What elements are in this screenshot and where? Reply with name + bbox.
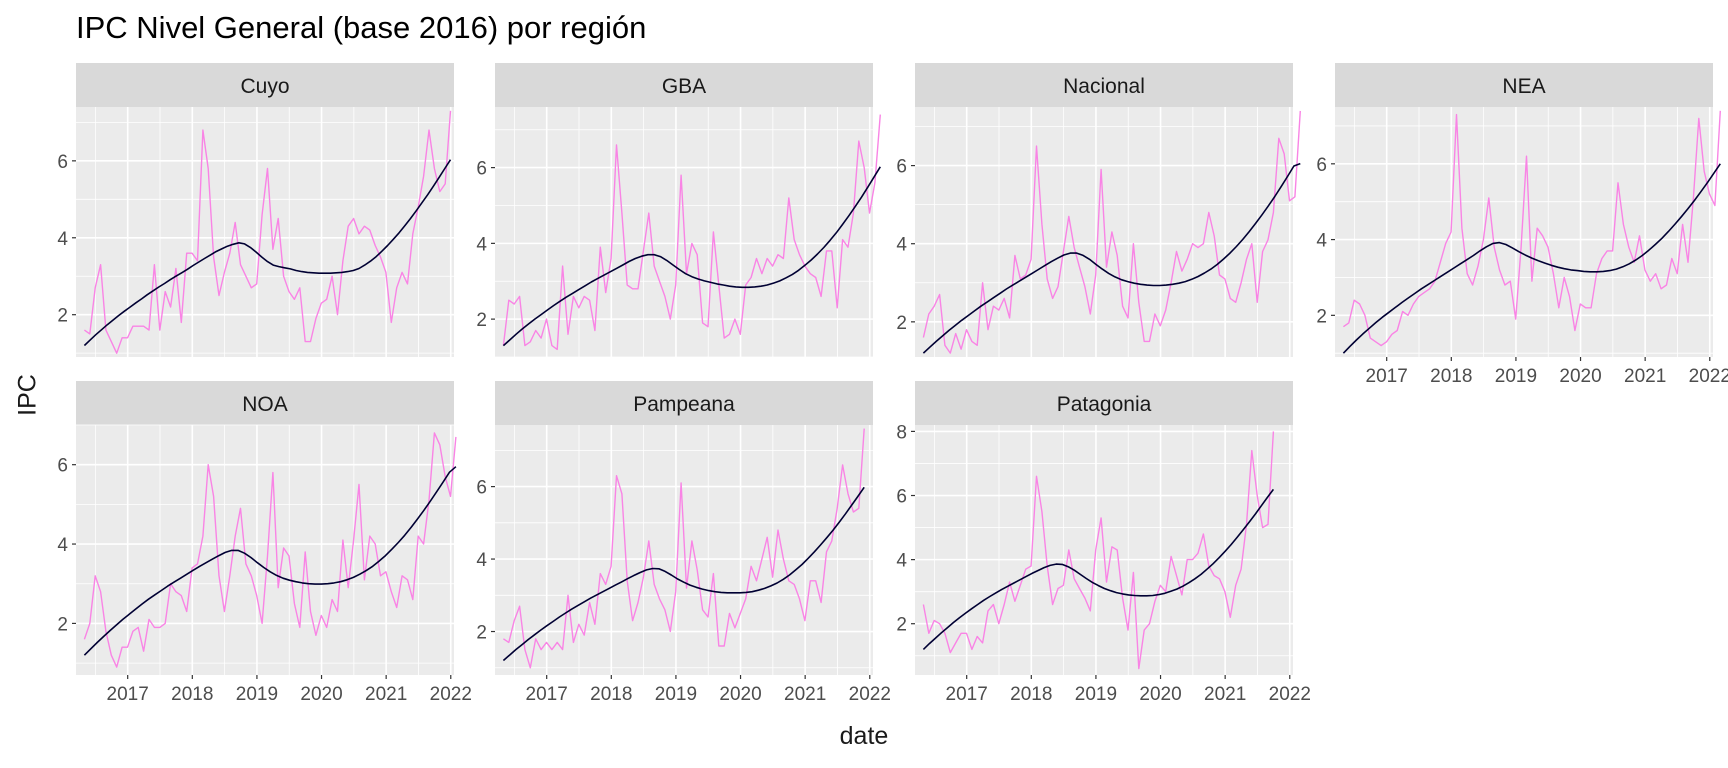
- x-tick-label: 2022: [430, 684, 472, 705]
- x-tick-label: 2020: [300, 684, 342, 705]
- facet-gba: GBA 2 4 6: [476, 63, 881, 358]
- series-line-trend: [502, 486, 865, 662]
- panel-background: [76, 425, 454, 675]
- facet-strip: [76, 63, 454, 107]
- facet-label: NEA: [1502, 75, 1545, 98]
- series-line-trend: [502, 166, 881, 347]
- facet-nacional: Nacional 2 4 6: [896, 63, 1301, 357]
- x-tick-label: 2017: [1366, 366, 1408, 387]
- facet-patagonia: Patagonia 2 4 6 8 2017 2018 2019 2020 2021 2022: [896, 381, 1311, 705]
- y-tick-label: 6: [476, 159, 487, 180]
- x-tick-label: 2018: [1430, 366, 1472, 387]
- facet-label: Pampeana: [633, 393, 735, 416]
- y-tick-label: 6: [57, 456, 68, 477]
- y-tick-label: 8: [896, 422, 907, 443]
- chart-title: IPC Nivel General (base 2016) por región: [76, 10, 647, 45]
- facet-pampeana: Pampeana 2 4 6 2017 2018 2019 2020 2021 2022: [476, 381, 891, 705]
- facet-strip: [915, 63, 1293, 107]
- x-tick-label: 2021: [365, 684, 407, 705]
- panel-background: [76, 107, 454, 357]
- y-tick-label: 2: [896, 313, 907, 334]
- series-line-trend: [1342, 163, 1721, 354]
- facet-strip: [1335, 63, 1713, 107]
- y-tick-label: 2: [476, 623, 487, 644]
- series-line-ipc: [922, 431, 1275, 670]
- series-line-ipc: [83, 110, 452, 354]
- series-line-trend: [83, 466, 457, 656]
- y-tick-label: 6: [57, 152, 68, 173]
- x-tick-label: 2019: [236, 684, 278, 705]
- y-tick-label: 6: [896, 487, 907, 508]
- x-tick-label: 2021: [784, 684, 826, 705]
- y-tick-label: 2: [57, 614, 68, 635]
- x-tick-label: 2020: [719, 684, 761, 705]
- facet-label: NOA: [242, 393, 288, 416]
- y-tick-label: 4: [896, 235, 907, 256]
- x-tick-label: 2021: [1624, 366, 1666, 387]
- y-tick-label: 6: [476, 478, 487, 499]
- facet-strip: [495, 381, 873, 425]
- y-tick-label: 2: [57, 306, 68, 327]
- x-tick-label: 2021: [1204, 684, 1246, 705]
- y-tick-label: 6: [896, 157, 907, 178]
- x-tick-label: 2017: [526, 684, 568, 705]
- x-tick-label: 2022: [1269, 684, 1311, 705]
- x-tick-label: 2018: [590, 684, 632, 705]
- facet-cuyo: Cuyo 2 4 6: [57, 63, 454, 357]
- series-line-ipc: [503, 428, 865, 669]
- x-tick-label: 2019: [1075, 684, 1117, 705]
- x-tick-label: 2017: [107, 684, 149, 705]
- facet-strip: [915, 381, 1293, 425]
- series-line-ipc: [1342, 110, 1721, 347]
- facet-label: Cuyo: [240, 75, 289, 98]
- y-tick-label: 4: [476, 234, 487, 255]
- y-axis-title: IPC: [13, 374, 42, 416]
- x-axis-title: date: [839, 722, 889, 750]
- series-line-ipc: [502, 114, 881, 351]
- x-tick-label: 2019: [655, 684, 697, 705]
- x-tick-label: 2017: [946, 684, 988, 705]
- facet-strip: [76, 381, 454, 425]
- facet-label: GBA: [662, 75, 706, 98]
- y-tick-label: 2: [1316, 306, 1327, 327]
- x-tick-label: 2022: [849, 684, 891, 705]
- x-tick-label: 2020: [1559, 366, 1601, 387]
- y-tick-label: 4: [1316, 231, 1327, 252]
- y-tick-label: 4: [896, 551, 907, 572]
- facet-strip: [495, 63, 873, 107]
- x-tick-label: 2019: [1495, 366, 1537, 387]
- y-tick-label: 4: [57, 535, 68, 556]
- x-tick-label: 2018: [171, 684, 213, 705]
- series-line-ipc: [83, 432, 457, 668]
- series-line-ipc: [922, 110, 1301, 354]
- facet-label: Nacional: [1063, 75, 1145, 98]
- panel-background: [1335, 107, 1713, 357]
- x-tick-label: 2020: [1139, 684, 1181, 705]
- series-line-trend: [83, 159, 452, 347]
- y-tick-label: 2: [476, 310, 487, 331]
- y-tick-label: 2: [896, 615, 907, 636]
- x-tick-label: 2018: [1010, 684, 1052, 705]
- facet-noa: NOA 2 4 6 2017 2018 2019 2020 2021 2022: [57, 381, 472, 705]
- x-tick-label: 2022: [1689, 366, 1728, 387]
- series-line-trend: [922, 162, 1301, 354]
- facet-nea: NEA 2 4 6 2017 2018 2019 2020 2021 2022: [1316, 63, 1728, 387]
- y-tick-label: 4: [476, 550, 487, 571]
- facet-label: Patagonia: [1057, 393, 1152, 416]
- y-tick-label: 4: [57, 229, 68, 250]
- y-tick-label: 6: [1316, 155, 1327, 176]
- series-line-trend: [922, 488, 1275, 650]
